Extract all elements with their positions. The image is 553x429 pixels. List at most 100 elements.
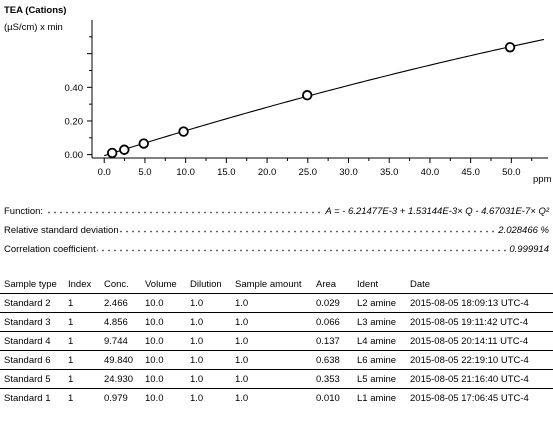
table-cell: 10.0 — [145, 316, 164, 328]
table-cell: L1 amine — [357, 392, 397, 404]
table-cell: 9.744 — [104, 335, 128, 347]
table-cell: 1 — [68, 335, 74, 347]
table-cell: 1.0 — [190, 335, 204, 347]
table-cell: 1.0 — [190, 354, 204, 366]
x-tick-label: 15.0 — [217, 167, 236, 178]
table-cell: 1 — [68, 297, 74, 309]
leader-dots — [4, 227, 549, 236]
table-cell: 1 — [68, 316, 74, 328]
table-cell: 1.0 — [190, 297, 204, 309]
data-point — [119, 144, 130, 155]
table-row: Standard 2 1 2.466 10.0 1.0 1.0 0.029 L2 amine 2… — [0, 294, 553, 313]
x-tick-label: 20.0 — [258, 167, 277, 178]
table-cell: 0.638 — [316, 354, 340, 366]
table-cell: 1.0 — [235, 297, 249, 309]
table-cell: 1.0 — [235, 316, 249, 328]
table-cell: 0.010 — [316, 392, 340, 404]
table-cell: 10.0 — [145, 335, 164, 347]
x-tick-label: 5.0 — [138, 167, 151, 178]
table-cell: 49.840 — [104, 354, 134, 366]
rsd-value: 2.028466 % — [496, 224, 549, 238]
table-cell: 1.0 — [190, 373, 204, 385]
data-point — [504, 42, 516, 53]
table-cell: 2015-08-05 20:14:11 UTC-4 — [410, 335, 529, 347]
function-value: A = - 6.21477E-3 + 1.53144E-3× Q - 4.670… — [323, 205, 549, 219]
y-tick-label: 0.00 — [65, 150, 84, 161]
table-body: Standard 2 1 2.466 10.0 1.0 1.0 0.029 L2 amine 2… — [0, 294, 553, 408]
table-cell: 2015-08-05 18:09:13 UTC-4 — [410, 297, 529, 309]
correlation-label: Correlation coefficient — [4, 243, 97, 257]
tick-labels-group: 0.0 5.0 10.0 15.0 20.0 25.0 30.0 35.0 40.0 45.0 50… — [65, 83, 552, 185]
x-tick-label: 45.0 — [461, 167, 480, 178]
table-cell: 0.353 — [316, 373, 340, 385]
x-tick-label: 0.0 — [98, 167, 111, 178]
y-axis-label: (µS/cm) x min — [4, 22, 63, 33]
table-cell: 1.0 — [235, 335, 249, 347]
x-tick-label: 10.0 — [176, 167, 195, 178]
table-cell: 2015-08-05 17:06:45 UTC-4 — [410, 392, 529, 404]
table-cell: 0.066 — [316, 316, 340, 328]
function-row: Function: A = - 6.21477E-3 + 1.53144E-3×… — [4, 205, 549, 219]
data-point — [106, 147, 118, 159]
table-cell: 1 — [68, 354, 74, 366]
table-cell: L6 amine — [357, 354, 397, 366]
table-cell: 10.0 — [145, 392, 164, 404]
table-cell: Standard 4 — [4, 335, 51, 347]
results-table: Sample type Index Conc. Volume Dilution … — [0, 275, 553, 407]
table-cell: 4.856 — [104, 316, 128, 328]
table-cell: 0.979 — [104, 392, 128, 404]
table-cell: 2015-08-05 22:19:10 UTC-4 — [410, 354, 529, 366]
table-cell: Standard 3 — [4, 316, 51, 328]
table-row: Standard 4 1 9.744 10.0 1.0 1.0 0.137 L4 amine 2… — [0, 332, 553, 351]
x-axis-label: ppm — [533, 174, 552, 185]
table-cell: 24.930 — [104, 373, 134, 385]
table-cell: 10.0 — [145, 297, 164, 309]
table-cell: 0.137 — [316, 335, 340, 347]
x-tick-label: 35.0 — [380, 167, 399, 178]
correlation-value: 0.999914 — [507, 243, 549, 257]
table-cell: 1.0 — [235, 354, 249, 366]
table-cell: L4 amine — [357, 335, 397, 347]
data-point — [178, 126, 189, 137]
rsd-label: Relative standard deviation — [4, 224, 120, 238]
table-cell: Standard 2 — [4, 297, 51, 309]
chart-title: TEA (Cations) — [4, 5, 67, 16]
table-cell: L5 amine — [357, 373, 397, 385]
x-tick-label: 50.0 — [502, 167, 521, 178]
table-cell: L3 amine — [357, 316, 397, 328]
rsd-row: Relative standard deviation 2.028466 % — [4, 224, 549, 238]
table-cell: 2.466 — [104, 297, 128, 309]
table-cell: 0.029 — [316, 297, 340, 309]
function-label: Function: — [4, 205, 45, 219]
table-cell: Standard 6 — [4, 354, 51, 366]
column-header: Conc. — [104, 278, 129, 290]
table-cell: 1.0 — [235, 373, 249, 385]
table-cell: 1 — [68, 392, 74, 404]
table-row: Standard 5 1 24.930 10.0 1.0 1.0 0.353 L5 amine… — [0, 370, 553, 389]
column-header: Index — [68, 278, 92, 290]
fit-curve-group — [104, 38, 545, 157]
y-tick-label: 0.40 — [65, 83, 84, 94]
table-cell: Standard 5 — [4, 373, 51, 385]
y-tick-label: 0.20 — [65, 116, 84, 127]
table-cell: 10.0 — [145, 354, 164, 366]
plot-axes — [87, 20, 548, 163]
column-header: Sample type — [4, 278, 57, 290]
table-cell: L2 amine — [357, 297, 397, 309]
x-tick-label: 25.0 — [299, 167, 318, 178]
table-cell: 10.0 — [145, 373, 164, 385]
correlation-row: Correlation coefficient 0.999914 — [4, 243, 549, 257]
table-row: Standard 3 1 4.856 10.0 1.0 1.0 0.066 L3 amine 2… — [0, 313, 553, 332]
table-cell: 2015-08-05 21:16:40 UTC-4 — [410, 373, 529, 385]
data-point — [138, 138, 149, 149]
column-header: Dilution — [190, 278, 222, 290]
x-tick-label: 30.0 — [339, 167, 358, 178]
column-header: Ident — [357, 278, 379, 290]
column-header: Area — [316, 278, 337, 290]
table-cell: 1.0 — [190, 316, 204, 328]
column-header: Sample amount — [235, 278, 302, 290]
table-cell: Standard 1 — [4, 392, 51, 404]
table-cell: 1.0 — [235, 392, 249, 404]
table-row: Standard 6 1 49.840 10.0 1.0 1.0 0.638 L6 amine… — [0, 351, 553, 370]
table-header-row: Sample type Index Conc. Volume Dilution … — [0, 275, 553, 294]
